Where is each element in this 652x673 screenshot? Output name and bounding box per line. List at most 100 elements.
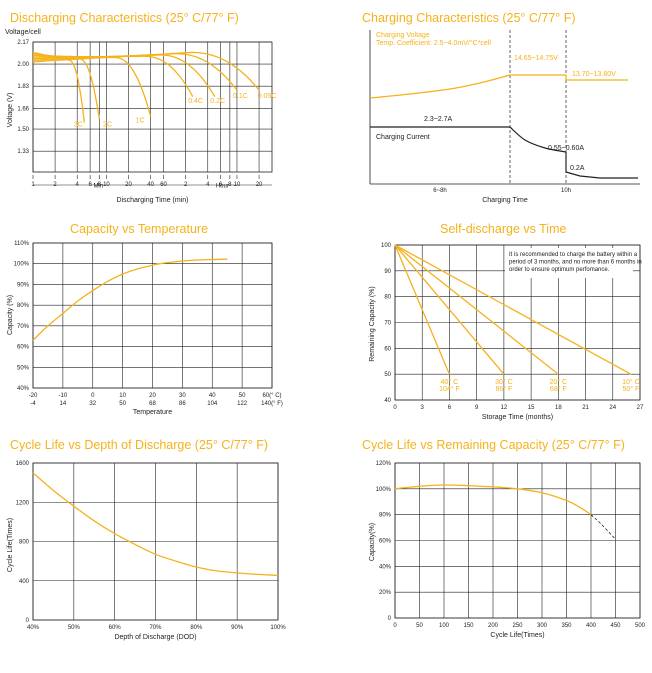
selfdis-note-line: It is recommended to charge the battery … bbox=[509, 252, 638, 258]
discharge-series-label: 0.4C bbox=[188, 98, 203, 105]
discharge-ylabel: Voltage (V) bbox=[7, 93, 14, 128]
charging-current-taper bbox=[509, 126, 567, 153]
captemp-ytick: 90% bbox=[17, 282, 30, 288]
cycledod-ytick: 400 bbox=[19, 579, 30, 585]
charging-voltage-float bbox=[565, 75, 628, 81]
captemp-ytick: 40% bbox=[17, 386, 30, 392]
selfdis-ytick: 100 bbox=[381, 243, 392, 249]
cyclecap-xtick: 50 bbox=[416, 623, 423, 629]
selfdis-label-f: 86° F bbox=[495, 385, 512, 393]
captemp-xtick-f: 68 bbox=[149, 401, 156, 407]
captemp-xtick-c: 60(° C) bbox=[262, 393, 281, 399]
captemp-ytick: 70% bbox=[17, 324, 30, 330]
cyclecap-ytick: 20% bbox=[379, 590, 392, 596]
captemp-xtick-f: 122 bbox=[237, 401, 248, 407]
cycledod-xlabel: Depth of Discharge (DOD) bbox=[114, 634, 196, 641]
cyclecap-extrapolated bbox=[590, 514, 616, 540]
selfdis-line-3 bbox=[394, 244, 632, 375]
discharge-series-label: 2C bbox=[103, 122, 112, 129]
selfdis-ylabel: Remaining Capacity (%) bbox=[369, 286, 376, 361]
cyclecap-ytick: 100% bbox=[376, 487, 392, 493]
selfdis-ytick: 60 bbox=[384, 346, 391, 352]
selfdis-ytick: 80 bbox=[384, 295, 391, 301]
discharge-ytick: 1.33 bbox=[17, 149, 29, 155]
charging-current-label: Charging Current bbox=[376, 134, 430, 141]
selfdis-xtick: 12 bbox=[501, 405, 508, 411]
selfdis-label-f: 68° F bbox=[550, 385, 567, 393]
cycledod-xtick: 50% bbox=[68, 625, 81, 631]
discharge-ytick: 1.66 bbox=[17, 106, 29, 112]
captemp-ytick: 100% bbox=[14, 262, 30, 268]
cycledod-ytick: 800 bbox=[19, 540, 30, 546]
selfdis-ytick: 90 bbox=[384, 269, 391, 275]
discharge-plot-frame bbox=[32, 41, 273, 173]
selfdis-label-c: 20° C bbox=[550, 378, 568, 386]
captemp-xtick-c: 20 bbox=[149, 393, 156, 399]
selfdis-xtick: 21 bbox=[582, 405, 589, 411]
charging-voltage-rise bbox=[369, 74, 511, 99]
discharge-ytick: 2.17 bbox=[17, 40, 29, 46]
cycledod-ytick: 1600 bbox=[16, 461, 30, 467]
captemp-ylabel: Capacity (%) bbox=[7, 295, 14, 335]
selfdis-ytick: 40 bbox=[384, 398, 391, 404]
charging-xtick: 10h bbox=[561, 188, 571, 194]
selfdis-line-1 bbox=[394, 244, 505, 375]
cycledod-curve bbox=[32, 472, 279, 577]
captemp-xlabel: Temperature bbox=[133, 409, 172, 416]
discharge-curve-0.4C bbox=[32, 55, 194, 97]
cycledod-xtick: 80% bbox=[190, 625, 203, 631]
cyclecap-xtick: 0 bbox=[393, 623, 397, 629]
cyclecap-xtick: 250 bbox=[512, 623, 523, 629]
captemp-xtick-c: 30 bbox=[179, 393, 186, 399]
discharge-series-label: 0.1C bbox=[233, 93, 248, 100]
charging-i2: 0.55~0.60A bbox=[548, 145, 584, 152]
cyclecap-ytick: 0 bbox=[388, 616, 392, 622]
selfdis-line-0 bbox=[394, 244, 450, 375]
selfdis-label-c: 30° C bbox=[495, 378, 513, 386]
selfdis-line-2 bbox=[394, 244, 559, 375]
captemp-title: Capacity vs Temperature bbox=[70, 222, 208, 236]
captemp-xtick-c: 50 bbox=[239, 393, 246, 399]
selfdis-xtick: 15 bbox=[528, 405, 535, 411]
captemp-xtick-c: -20 bbox=[29, 393, 38, 399]
charging-voltage-label: Charging Voltage bbox=[376, 32, 430, 39]
charging-v1: 14.65~14.75V bbox=[514, 55, 558, 62]
captemp-xtick-c: -10 bbox=[59, 393, 68, 399]
selfdis-title: Self-discharge vs Time bbox=[440, 222, 566, 236]
charging-v2: 13.70~13.80V bbox=[572, 71, 616, 78]
captemp-xtick-f: 50 bbox=[119, 401, 126, 407]
discharge-curve-1C bbox=[32, 54, 152, 117]
cycledod-xtick: 70% bbox=[149, 625, 162, 631]
selfdis-xtick: 27 bbox=[637, 405, 644, 411]
discharge-curve-0.05C bbox=[32, 51, 260, 91]
charging-i3: 0.2A bbox=[570, 165, 585, 172]
selfdis-xtick: 0 bbox=[393, 405, 397, 411]
cyclecap-ytick: 60% bbox=[379, 539, 392, 545]
captemp-xtick-f: -4 bbox=[30, 401, 36, 407]
selfdis-xtick: 18 bbox=[555, 405, 562, 411]
cyclecap-title: Cycle Life vs Remaining Capacity (25° C/… bbox=[362, 438, 625, 452]
charging-xlabel: Charging Time bbox=[482, 197, 528, 204]
cycledod-xtick: 60% bbox=[109, 625, 122, 631]
discharge-curve-0.2C bbox=[32, 54, 216, 97]
selfdis-xtick: 3 bbox=[421, 405, 425, 411]
captemp-xtick-f: 86 bbox=[179, 401, 186, 407]
cyclecap-xtick: 150 bbox=[463, 623, 474, 629]
captemp-xtick-f: 104 bbox=[207, 401, 218, 407]
cycledod-ytick: 1200 bbox=[16, 500, 30, 506]
cyclecap-xtick: 500 bbox=[635, 623, 646, 629]
selfdis-ytick: 50 bbox=[384, 372, 391, 378]
captemp-xtick-c: 40 bbox=[209, 393, 216, 399]
captemp-xtick-f: 14 bbox=[60, 401, 67, 407]
selfdis-xtick: 9 bbox=[475, 405, 479, 411]
captemp-curve bbox=[32, 258, 228, 341]
selfdis-ytick: 70 bbox=[384, 321, 391, 327]
discharge-ytick: 1.83 bbox=[17, 84, 29, 90]
discharge-series-label: 0.2C bbox=[210, 98, 225, 105]
selfdis-label-c: 10° C bbox=[622, 378, 640, 386]
captemp-xtick-f: 32 bbox=[89, 401, 96, 407]
cycledod-title: Cycle Life vs Depth of Discharge (25° C/… bbox=[10, 438, 268, 452]
charging-current-float bbox=[565, 152, 638, 179]
captemp-xtick-c: 0 bbox=[91, 393, 95, 399]
